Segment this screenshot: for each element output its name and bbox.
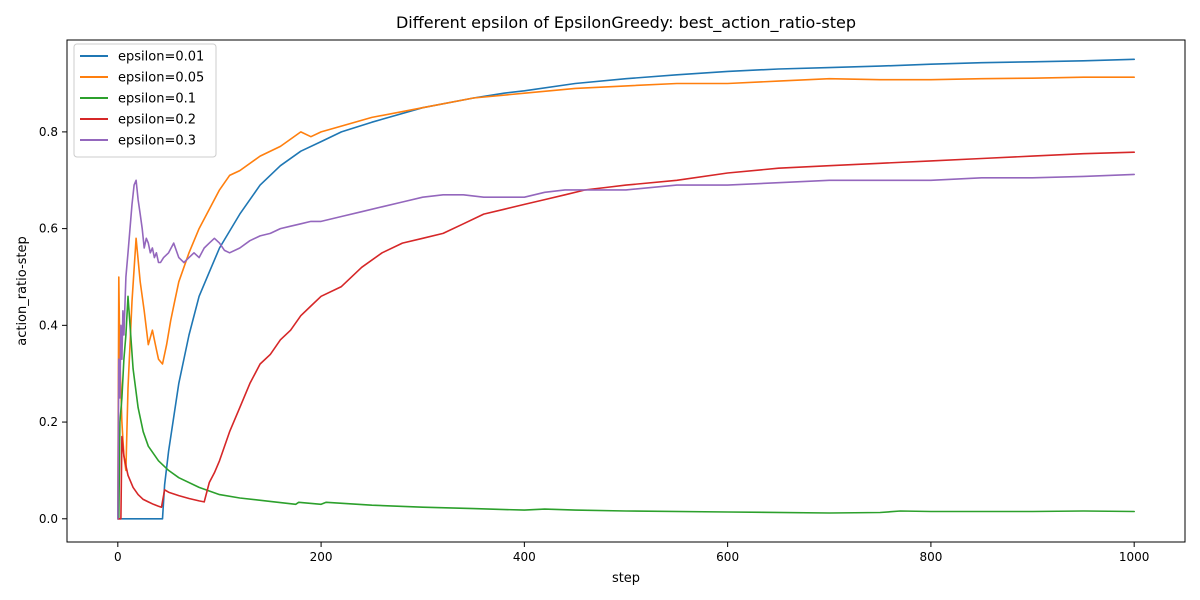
x-axis-label: step bbox=[612, 571, 640, 586]
x-axis: 0 200 400 600 800 1000 bbox=[114, 542, 1149, 564]
plot-area bbox=[117, 58, 1135, 520]
x-tick-label: 600 bbox=[716, 550, 739, 564]
series-line-epsilon-0-2 bbox=[117, 151, 1135, 520]
legend-label: epsilon=0.01 bbox=[118, 50, 204, 65]
series-line-epsilon-0-05 bbox=[117, 76, 1135, 520]
legend-label: epsilon=0.2 bbox=[118, 113, 196, 128]
legend-label: epsilon=0.1 bbox=[118, 92, 196, 107]
x-tick-label: 400 bbox=[513, 550, 536, 564]
y-axis: 0.0 0.2 0.4 0.6 0.8 bbox=[39, 125, 67, 526]
y-tick-label: 0.0 bbox=[39, 512, 58, 526]
chart-title: Different epsilon of EpsilonGreedy: best… bbox=[396, 13, 856, 33]
series-line-epsilon-0-1 bbox=[117, 295, 1135, 520]
x-tick-label: 200 bbox=[310, 550, 333, 564]
series-line-epsilon-0-01 bbox=[117, 58, 1135, 520]
plot-frame bbox=[66, 39, 1186, 543]
series-line-epsilon-0-3 bbox=[117, 173, 1135, 520]
y-tick-label: 0.4 bbox=[39, 318, 58, 332]
legend-box bbox=[73, 43, 217, 158]
y-tick-label: 0.6 bbox=[39, 222, 58, 236]
x-tick-label: 0 bbox=[114, 550, 122, 564]
y-tick-label: 0.2 bbox=[39, 415, 58, 429]
legend-label: epsilon=0.05 bbox=[118, 71, 204, 86]
legend-label: epsilon=0.3 bbox=[118, 134, 196, 149]
x-tick-label: 800 bbox=[919, 550, 942, 564]
x-tick-label: 1000 bbox=[1119, 550, 1150, 564]
legend: epsilon=0.01 epsilon=0.05 epsilon=0.1 epsil… bbox=[73, 43, 217, 158]
y-axis-label: action_ratio-step bbox=[15, 236, 30, 346]
y-tick-label: 0.8 bbox=[39, 125, 58, 139]
